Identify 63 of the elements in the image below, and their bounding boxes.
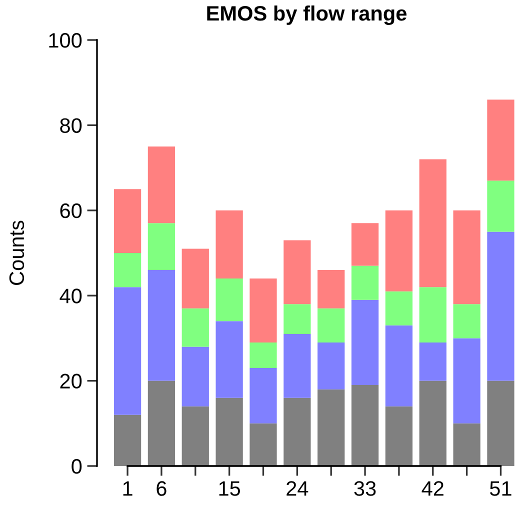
- bar: [148, 223, 176, 270]
- bar: [385, 291, 413, 326]
- bar: [487, 380, 514, 466]
- x-tick-label: 24: [286, 481, 308, 496]
- bar: [250, 342, 277, 368]
- bar: [453, 210, 480, 304]
- bar: [385, 406, 413, 466]
- bar: [385, 325, 413, 406]
- bar: [351, 300, 379, 386]
- y-axis-title: Counts: [9, 220, 24, 285]
- bar: [284, 240, 311, 304]
- bar: [318, 342, 345, 390]
- bar: [284, 398, 311, 466]
- y-tick-label: 0: [72, 459, 82, 474]
- bar: [148, 270, 176, 381]
- bar: [148, 146, 176, 224]
- y-tick-label: 40: [60, 288, 82, 304]
- bar: [487, 100, 514, 181]
- y-tick-label: 60: [60, 203, 82, 218]
- bar: [318, 308, 345, 342]
- bar: [351, 266, 379, 300]
- y-tick-label: 20: [60, 374, 82, 389]
- bar: [114, 189, 142, 253]
- x-tick-label: 1: [123, 481, 132, 496]
- bar: [453, 338, 480, 424]
- bar: [182, 308, 209, 347]
- bar: [216, 278, 243, 322]
- bar: [182, 406, 209, 466]
- bar: [216, 398, 243, 466]
- chart-title: EMOS by flow range: [207, 5, 406, 25]
- bar: [216, 210, 243, 279]
- bar: [216, 321, 243, 398]
- bar: [250, 368, 277, 424]
- bar: [453, 304, 480, 338]
- bar: [284, 334, 311, 398]
- x-tick-label: 33: [354, 481, 376, 496]
- x-tick-label: 51: [490, 481, 512, 496]
- bar: [182, 248, 209, 308]
- x-tick-label: 15: [219, 481, 240, 496]
- y-tick-label: 100: [49, 33, 82, 48]
- bar: [487, 232, 514, 381]
- bar: [284, 304, 311, 334]
- bar: [419, 380, 446, 466]
- bar: [351, 223, 379, 266]
- x-tick-label: 6: [156, 481, 166, 496]
- bar: [453, 423, 480, 466]
- bar: [419, 287, 446, 342]
- bar: [114, 287, 142, 415]
- bar: [250, 278, 277, 342]
- bar: [419, 342, 446, 381]
- bar: [351, 385, 379, 466]
- bar: [114, 414, 142, 466]
- bar: [318, 270, 345, 308]
- bar: [385, 210, 413, 292]
- bar: [318, 389, 345, 466]
- bar: [148, 380, 176, 466]
- y-tick-label: 80: [60, 118, 82, 133]
- bar: [182, 346, 209, 406]
- bar: [250, 423, 277, 466]
- bar: [114, 253, 142, 288]
- x-tick-label: 42: [422, 481, 444, 496]
- bar: [487, 180, 514, 232]
- bar: [419, 159, 446, 288]
